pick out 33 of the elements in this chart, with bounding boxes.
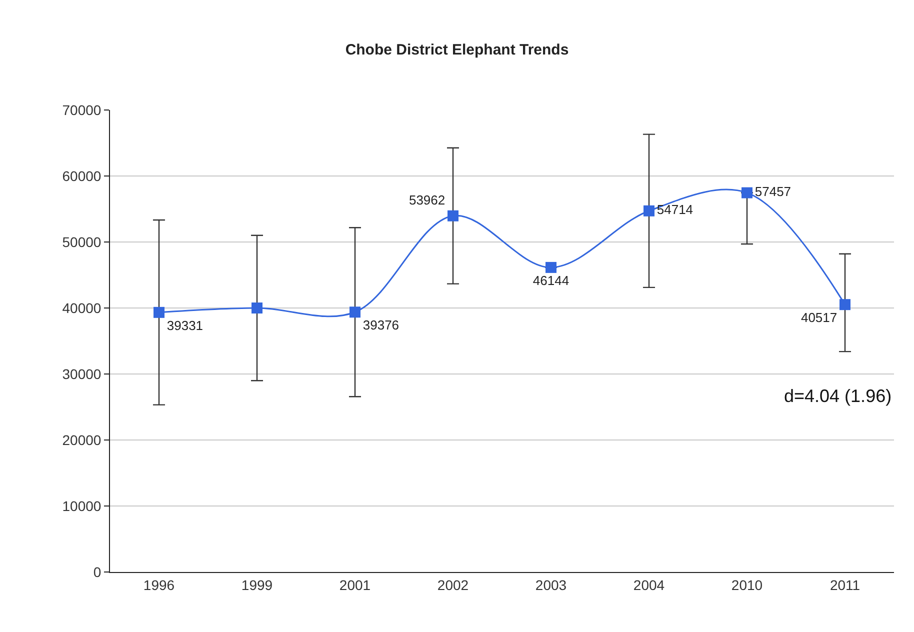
y-tick-label: 30000: [62, 366, 102, 382]
y-tick-label: 40000: [62, 300, 102, 316]
point: [840, 299, 850, 310]
x-tick-label: 2011: [830, 576, 860, 593]
y-tick-label: 70000: [62, 102, 102, 118]
x-tick-label: 1999: [241, 576, 273, 593]
point: [742, 187, 752, 198]
point: [154, 306, 164, 318]
data-label: 39376: [362, 318, 400, 333]
y-tick-label: 50000: [62, 234, 102, 250]
point: [546, 262, 556, 273]
data-label: 54714: [656, 202, 694, 218]
annotation: d=4.04 (1.96): [784, 386, 892, 406]
data-label: 39331: [166, 318, 204, 334]
point: [644, 205, 654, 216]
y-tick-label: 20000: [62, 432, 102, 448]
x-tick-label: 2001: [339, 576, 371, 593]
x-tick-label: 2010: [731, 576, 763, 593]
data-label: 40517: [800, 310, 838, 326]
y-tick-label: 60000: [62, 168, 102, 184]
x-tick-label: 1996: [143, 576, 175, 593]
chart-title: Chobe District Elephant Trends: [345, 42, 569, 59]
point: [448, 210, 458, 222]
point: [252, 302, 262, 314]
x-tick-label: 2003: [535, 576, 567, 593]
data-label: 46144: [532, 273, 570, 288]
x-tick-label: 2004: [633, 576, 665, 593]
y-tick-label: 0: [93, 564, 102, 580]
data-label: 57457: [754, 184, 792, 200]
point: [350, 306, 360, 318]
x-tick-label: 2002: [437, 576, 469, 593]
data-label: 53962: [408, 192, 446, 208]
y-tick-label: 10000: [62, 498, 102, 514]
